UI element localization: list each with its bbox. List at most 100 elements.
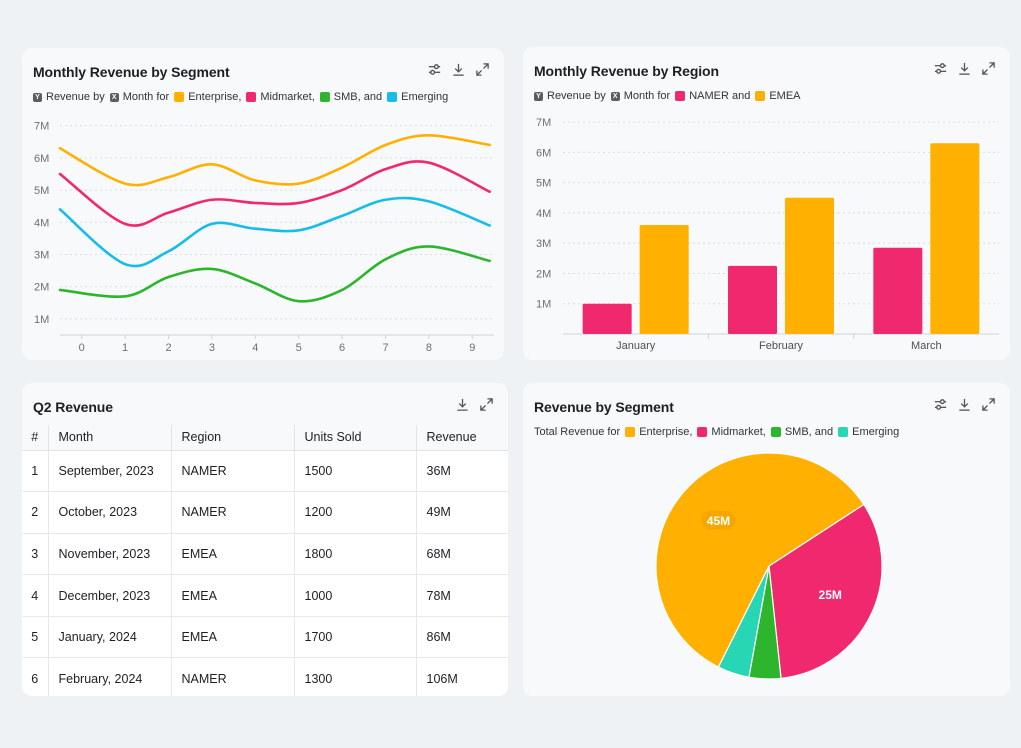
legend-item-emerging: Emerging xyxy=(401,91,449,103)
table-header-row: # Month Region Units Sold Revenue xyxy=(22,425,508,451)
cell-month: February, 2024 xyxy=(48,657,172,696)
column-header-region[interactable]: Region xyxy=(171,425,295,451)
x-tick-label: January xyxy=(616,340,656,352)
sliders-icon[interactable] xyxy=(933,397,948,412)
expand-icon[interactable] xyxy=(981,61,996,76)
table-row[interactable]: 6 February, 2024 NAMER 1300 106M xyxy=(22,657,508,696)
cell-revenue: 78M xyxy=(416,574,508,617)
series-line-smb xyxy=(58,245,491,303)
bar-chart-legend: Y Revenue by X Month for NAMER and EMEA xyxy=(534,90,806,102)
cell-region: NAMER xyxy=(171,491,295,534)
cell-month: January, 2024 xyxy=(48,616,172,659)
y-tick-label: 3M xyxy=(34,249,49,261)
legend-item-midmarket: Midmarket, xyxy=(260,91,315,103)
legend-x-text: Month for xyxy=(122,91,170,103)
cell-units-sold: 1800 xyxy=(294,533,417,576)
download-icon[interactable] xyxy=(957,397,972,412)
table-toolbar xyxy=(455,397,494,412)
pie-slice-enterprise xyxy=(655,452,865,668)
table-title: Q2 Revenue xyxy=(33,399,113,415)
line-chart: 1M 2M 3M 4M 5M 6M 7M 0 1 2 3 4 5 6 7 8 9 xyxy=(34,121,494,354)
column-header-month[interactable]: Month xyxy=(48,425,172,451)
legend-item-enterprise: Enterprise, xyxy=(639,426,693,438)
legend-y-text: Revenue by xyxy=(547,90,606,102)
x-tick-label: February xyxy=(759,340,804,352)
cell-month: September, 2023 xyxy=(48,450,172,493)
legend-swatch-emea xyxy=(755,91,766,101)
legend-item-smb: SMB, and xyxy=(333,91,383,103)
bar-namer-march xyxy=(873,247,923,334)
cell-revenue: 106M xyxy=(416,657,508,696)
x-tick-label: 9 xyxy=(469,342,475,354)
bar-namer-january xyxy=(582,303,632,334)
expand-icon[interactable] xyxy=(981,397,996,412)
cell-month: December, 2023 xyxy=(48,574,172,617)
x-axis-chip: X xyxy=(610,91,620,101)
y-tick-label: 3M xyxy=(536,238,551,250)
series-line-emerging xyxy=(58,196,491,268)
x-tick-label: 5 xyxy=(296,342,302,354)
legend-item-emea: EMEA xyxy=(769,90,801,102)
bar-chart: 1M 2M 3M 4M 5M 6M 7M January February March xyxy=(536,117,999,352)
cell-revenue: 36M xyxy=(416,450,508,493)
line-chart-legend: Y Revenue by X Month for Enterprise, Mid… xyxy=(33,91,453,103)
cell-revenue: 86M xyxy=(416,616,508,659)
cell-revenue: 49M xyxy=(416,491,508,534)
cell-index: 4 xyxy=(22,574,49,617)
x-tick-label: 8 xyxy=(426,342,432,354)
column-header-revenue[interactable]: Revenue xyxy=(416,425,508,451)
cell-units-sold: 1500 xyxy=(294,450,417,493)
line-chart-toolbar xyxy=(427,62,490,77)
sliders-icon[interactable] xyxy=(427,62,442,77)
download-icon[interactable] xyxy=(957,61,972,76)
bar-chart-title: Monthly Revenue by Region xyxy=(534,63,719,79)
y-tick-label: 4M xyxy=(34,217,49,229)
y-tick-label: 2M xyxy=(536,268,551,280)
revenue-table: # Month Region Units Sold Revenue 1 Septe… xyxy=(22,425,508,696)
y-tick-label: 7M xyxy=(34,121,49,133)
cell-region: EMEA xyxy=(171,533,295,576)
table-card: Q2 Revenue # Month Region Units Sold Rev… xyxy=(22,383,508,696)
table-row[interactable]: 1 September, 2023 NAMER 1500 36M xyxy=(22,450,508,493)
cell-index: 3 xyxy=(22,533,49,576)
cell-index: 6 xyxy=(22,657,49,696)
cell-units-sold: 1000 xyxy=(294,574,417,617)
legend-x-text: Month for xyxy=(623,90,671,102)
column-header-units-sold[interactable]: Units Sold xyxy=(294,425,417,451)
table-row[interactable]: 2 October, 2023 NAMER 1200 49M xyxy=(22,491,508,534)
cell-month: November, 2023 xyxy=(48,533,172,576)
legend-item-emerging: Emerging xyxy=(852,426,900,438)
legend-item-smb: SMB, and xyxy=(784,426,834,438)
legend-item-namer: NAMER and xyxy=(689,90,751,102)
x-tick-label: 0 xyxy=(79,342,85,354)
legend-swatch-enterprise xyxy=(625,427,636,437)
expand-icon[interactable] xyxy=(475,62,490,77)
y-tick-label: 4M xyxy=(536,208,551,220)
cell-month: October, 2023 xyxy=(48,491,172,534)
download-icon[interactable] xyxy=(455,397,470,412)
bar-namer-february xyxy=(728,265,777,334)
y-axis-chip: Y xyxy=(33,92,42,102)
column-header-index[interactable]: # xyxy=(22,425,49,451)
legend-swatch-enterprise xyxy=(174,92,185,102)
cell-index: 2 xyxy=(22,491,49,534)
table-row[interactable]: 3 November, 2023 EMEA 1800 68M xyxy=(22,533,508,576)
sliders-icon[interactable] xyxy=(933,61,948,76)
y-tick-label: 6M xyxy=(536,147,551,159)
expand-icon[interactable] xyxy=(479,397,494,412)
legend-item-midmarket: Midmarket, xyxy=(711,426,766,438)
y-tick-label: 6M xyxy=(34,153,49,165)
legend-item-enterprise: Enterprise, xyxy=(188,91,242,103)
table-row[interactable]: 5 January, 2024 EMEA 1700 86M xyxy=(22,616,508,659)
x-tick-label: 1 xyxy=(122,342,128,354)
table-row[interactable]: 4 December, 2023 EMEA 1000 78M xyxy=(22,574,508,617)
legend-swatch-smb xyxy=(319,92,330,102)
cell-revenue: 68M xyxy=(416,533,508,576)
line-chart-title: Monthly Revenue by Segment xyxy=(33,64,230,80)
download-icon[interactable] xyxy=(451,62,466,77)
bar-chart-card: Monthly Revenue by Region Y Revenue by X… xyxy=(523,47,1010,360)
x-tick-label: March xyxy=(911,340,942,352)
pie-chart-card: Revenue by Segment Total Revenue for Ent… xyxy=(523,383,1010,696)
legend-swatch-namer xyxy=(675,91,686,101)
slice-label: 25M xyxy=(819,588,842,602)
